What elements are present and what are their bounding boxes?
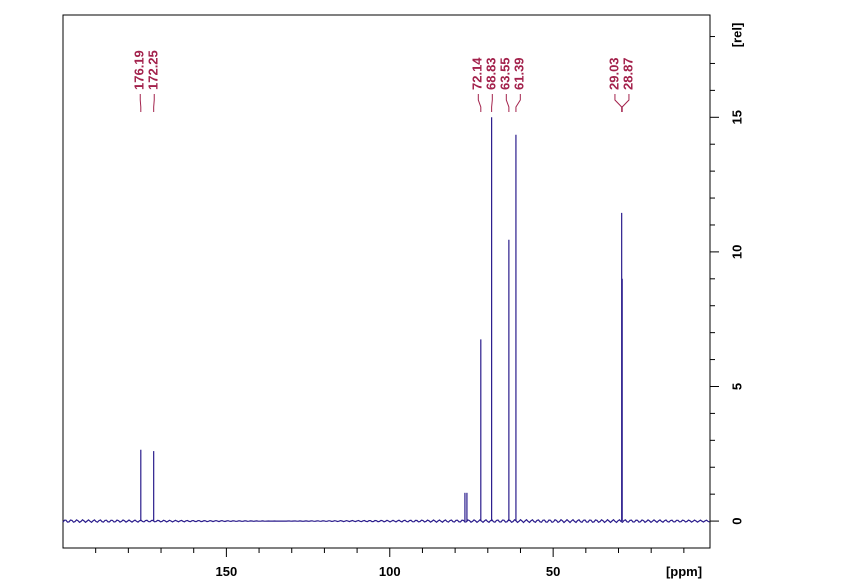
plot-frame <box>62 14 711 549</box>
y-tick-label: 0 <box>729 517 744 524</box>
peak-label: 68.83 <box>484 57 499 90</box>
peak-label: 28.87 <box>620 57 635 90</box>
x-tick-label: 50 <box>546 564 560 579</box>
label-connector <box>477 94 482 112</box>
label-connector <box>491 94 493 112</box>
y-axis-label: [rel] <box>729 23 744 48</box>
y-tick-label: 5 <box>729 383 744 390</box>
label-connector <box>505 94 510 112</box>
peak-label: 172.25 <box>146 50 161 90</box>
x-axis-label: [ppm] <box>666 564 702 579</box>
peak-label: 176.19 <box>132 50 147 90</box>
label-connector <box>614 94 623 112</box>
y-tick-label: 15 <box>729 110 744 124</box>
y-tick-label: 10 <box>729 245 744 259</box>
baseline <box>62 518 710 524</box>
label-connector <box>621 94 630 112</box>
peak-label: 29.03 <box>606 57 621 90</box>
x-tick-label: 150 <box>216 564 238 579</box>
peak-label: 72.14 <box>470 57 485 90</box>
x-tick-label: 100 <box>379 564 401 579</box>
peak-label: 61.39 <box>512 57 527 90</box>
peak-label: 63.55 <box>498 57 513 90</box>
label-connector <box>153 94 155 112</box>
label-connector <box>515 94 521 112</box>
label-connector <box>139 94 142 112</box>
